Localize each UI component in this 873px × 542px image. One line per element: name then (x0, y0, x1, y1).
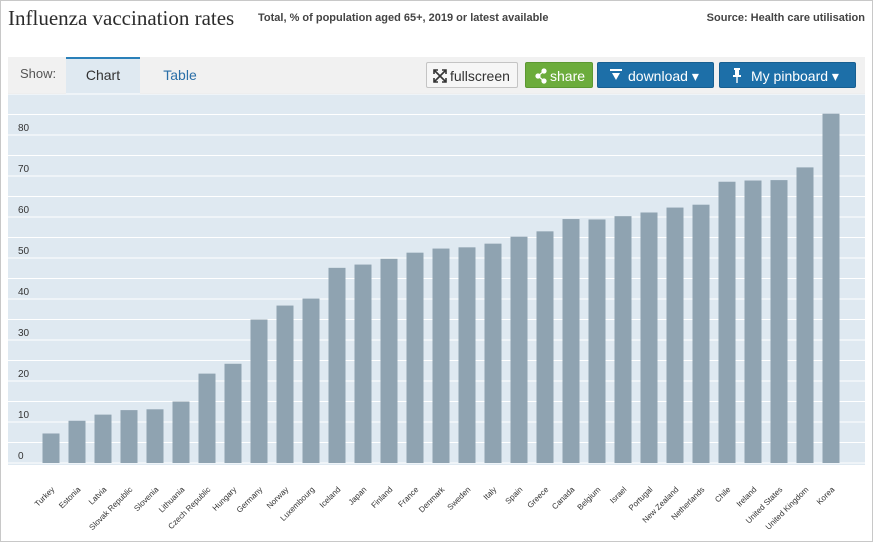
bar-chile[interactable] (718, 181, 736, 464)
header: Influenza vaccination rates Total, % of … (0, 0, 873, 40)
bar-denmark[interactable] (432, 248, 450, 463)
bar-turkey[interactable] (42, 433, 60, 463)
fullscreen-icon (433, 63, 447, 97)
bar-united-states[interactable] (770, 180, 788, 463)
x-tick-label: Belgium (576, 485, 603, 512)
x-tick-label: Chile (713, 485, 733, 505)
x-tick-label: Israel (608, 485, 628, 505)
x-tick-label: Latvia (87, 485, 109, 507)
source-link[interactable]: Source: Health care utilisation (706, 12, 865, 24)
chart-subtitle: Total, % of population aged 65+, 2019 or… (258, 12, 549, 24)
bar-iceland[interactable] (328, 267, 346, 463)
page-title: Influenza vaccination rates (8, 6, 235, 30)
bar-france[interactable] (406, 252, 424, 463)
x-tick-label: Korea (815, 485, 837, 507)
bar-norway[interactable] (276, 305, 294, 463)
bar-canada[interactable] (562, 219, 580, 463)
bar-new-zealand[interactable] (666, 207, 684, 463)
x-tick-label: France (396, 485, 420, 509)
bar-korea[interactable] (822, 113, 840, 464)
bar-united-kingdom[interactable] (796, 167, 814, 463)
download-icon (609, 63, 623, 97)
y-tick-label: 30 (18, 328, 30, 339)
download-button[interactable]: download ▾ (597, 62, 714, 88)
bar-sweden[interactable] (458, 247, 476, 463)
x-tick-label: Greece (525, 485, 550, 510)
pinboard-button[interactable]: My pinboard ▾ (719, 62, 856, 88)
show-label: Show: (20, 66, 57, 81)
bar-netherlands[interactable] (692, 204, 710, 463)
toolbar: Show: Chart Table fullscreen share (8, 57, 865, 94)
x-tick-label: Spain (504, 485, 525, 506)
y-tick-label: 60 (18, 205, 30, 216)
x-tick-label: Italy (482, 485, 499, 502)
tab-table[interactable]: Table (163, 67, 197, 83)
x-tick-label: Denmark (417, 484, 447, 514)
bar-slovenia[interactable] (146, 409, 164, 463)
y-tick-label: 70 (18, 164, 30, 175)
y-tick-label: 0 (18, 451, 24, 462)
x-tick-label: Germany (235, 485, 265, 515)
bar-ireland[interactable] (744, 180, 762, 463)
x-tick-label: Iceland (318, 485, 343, 510)
x-tick-label: Sweden (446, 485, 473, 512)
bar-italy[interactable] (484, 243, 502, 463)
bar-spain[interactable] (510, 236, 528, 463)
bar-portugal[interactable] (640, 212, 658, 463)
bar-latvia[interactable] (94, 414, 112, 463)
x-tick-label: Japan (347, 485, 369, 507)
x-tick-label: Estonia (57, 485, 83, 511)
x-tick-label: Canada (550, 485, 577, 512)
y-tick-label: 10 (18, 410, 30, 421)
x-tick-label: Turkey (33, 485, 56, 508)
fullscreen-button[interactable]: fullscreen (426, 62, 518, 88)
bar-israel[interactable] (614, 216, 632, 463)
bar-czech-republic[interactable] (198, 373, 216, 463)
bar-lithuania[interactable] (172, 401, 190, 464)
y-tick-label: 40 (18, 287, 30, 298)
x-tick-label: Ireland (735, 485, 759, 509)
bar-germany[interactable] (250, 319, 268, 464)
share-label: share (550, 68, 586, 84)
y-tick-label: 80 (18, 123, 30, 134)
download-label: download ▾ (628, 68, 699, 84)
bar-greece[interactable] (536, 231, 554, 463)
bar-finland[interactable] (380, 258, 398, 463)
share-icon (535, 63, 547, 97)
bar-belgium[interactable] (588, 219, 606, 463)
y-tick-label: 50 (18, 246, 30, 257)
tab-chart[interactable]: Chart (66, 57, 140, 94)
bar-estonia[interactable] (68, 420, 86, 463)
x-tick-label: Norway (265, 485, 291, 511)
y-tick-label: 20 (18, 369, 30, 380)
bar-luxembourg[interactable] (302, 298, 320, 463)
bar-japan[interactable] (354, 264, 372, 463)
pinboard-label: My pinboard ▾ (751, 68, 839, 84)
share-button[interactable]: share (525, 62, 593, 88)
bar-hungary[interactable] (224, 363, 242, 463)
x-tick-label: Finland (369, 485, 394, 510)
fullscreen-label: fullscreen (450, 68, 510, 84)
pin-icon (731, 63, 743, 97)
bar-slovak-republic[interactable] (120, 410, 138, 463)
